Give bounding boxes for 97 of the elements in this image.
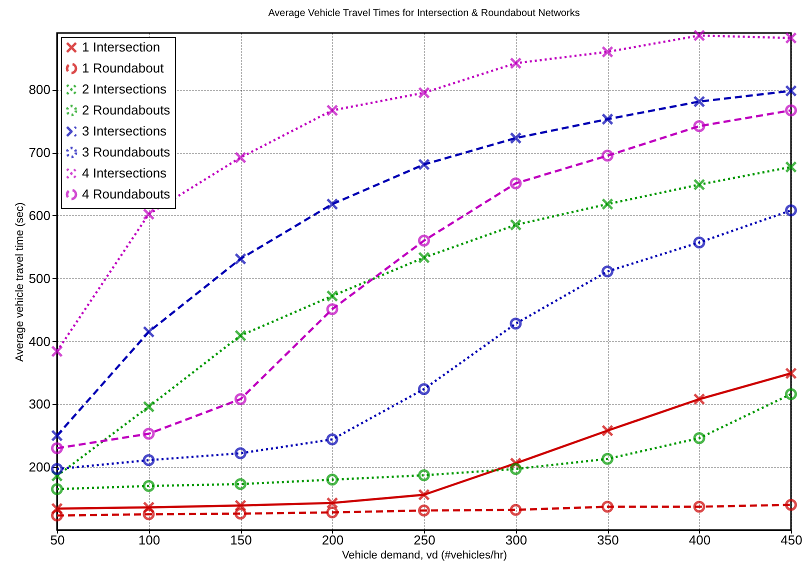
point: [785, 32, 797, 44]
legend-label: 1 Intersection: [82, 40, 160, 54]
x-tick-label: 200: [322, 532, 344, 548]
legend-label: 1 Roundabout: [82, 60, 164, 76]
point: [234, 478, 246, 490]
point: [326, 496, 338, 509]
point: [326, 433, 338, 446]
point: [326, 290, 338, 302]
point: [51, 483, 63, 496]
x-tick-label: 100: [138, 532, 160, 548]
point: [326, 303, 338, 316]
x-tick-label: 300: [505, 532, 528, 548]
point: [234, 508, 246, 520]
point: [785, 204, 797, 216]
point: [510, 177, 522, 190]
point: [142, 428, 155, 440]
point: [602, 424, 614, 437]
x-tick-label: 50: [50, 532, 65, 548]
point: [693, 120, 706, 132]
point: [418, 469, 430, 482]
point: [510, 57, 522, 70]
point: [693, 30, 706, 42]
point: [142, 400, 155, 413]
point: [693, 393, 706, 406]
point: [51, 345, 63, 358]
point: [234, 393, 246, 406]
point: [785, 84, 797, 97]
point: [602, 113, 614, 126]
point: [51, 510, 63, 522]
chart-title: Average Vehicle Travel Times for Intersection & Roundabout Networks: [268, 8, 580, 19]
point: [418, 504, 430, 516]
point: [602, 265, 614, 278]
point: [326, 104, 338, 116]
point: [785, 498, 797, 511]
point: [510, 218, 522, 231]
x-tick-label: 400: [688, 532, 711, 548]
y-tick-label: 300: [28, 396, 50, 412]
point: [326, 198, 338, 210]
point: [418, 488, 430, 501]
point: [142, 480, 155, 492]
x-tick-label: 350: [597, 532, 619, 548]
x-tick-label: 450: [780, 532, 802, 548]
legend-label: 3 Roundabouts: [82, 144, 171, 160]
y-tick-label: 800: [28, 82, 50, 98]
point: [142, 454, 155, 466]
legend-label: 2 Intersections: [82, 82, 168, 96]
y-tick-label: 700: [28, 145, 50, 160]
point: [693, 432, 706, 444]
point: [602, 452, 614, 465]
point: [234, 499, 246, 512]
x-axis-title: Vehicle demand, vd (#vehicles/hr): [342, 550, 508, 562]
point: [234, 330, 246, 342]
legend-label: 4 Intersections: [82, 166, 168, 180]
point: [51, 430, 63, 442]
point: [142, 326, 155, 338]
point: [142, 501, 155, 514]
point: [510, 504, 522, 516]
y-tick-label: 600: [28, 208, 50, 223]
point: [602, 198, 614, 210]
point: [51, 462, 63, 475]
point: [234, 252, 246, 265]
point: [51, 442, 63, 454]
point: [785, 367, 797, 380]
point: [693, 96, 706, 108]
point: [693, 236, 706, 248]
point: [326, 474, 338, 486]
legend-label: 4 Roundabouts: [82, 186, 171, 202]
y-tick-label: 200: [28, 460, 50, 475]
point: [51, 502, 63, 515]
point: [602, 150, 614, 162]
point: [418, 158, 430, 170]
point: [510, 318, 522, 330]
point: [602, 46, 614, 58]
point: [418, 252, 430, 264]
point: [785, 161, 797, 173]
y-axis-title: Average vehicle travel time (sec): [14, 202, 26, 362]
point: [418, 234, 430, 247]
point: [785, 388, 797, 400]
point: [142, 208, 155, 220]
point: [234, 447, 246, 460]
x-tick-label: 250: [414, 532, 436, 548]
point: [326, 506, 338, 518]
point: [510, 132, 522, 144]
y-tick-label: 500: [28, 270, 50, 286]
y-tick-label: 400: [28, 334, 50, 349]
legend-label: 2 Roundabouts: [82, 102, 171, 118]
point: [510, 462, 522, 475]
point: [418, 86, 430, 99]
point: [693, 500, 706, 513]
point: [785, 104, 797, 116]
x-tick-label: 150: [230, 532, 252, 548]
legend-label: 3 Intersections: [82, 124, 168, 138]
point: [418, 383, 430, 396]
point: [602, 500, 614, 513]
point: [693, 178, 706, 191]
point: [142, 508, 155, 520]
point: [234, 152, 246, 164]
